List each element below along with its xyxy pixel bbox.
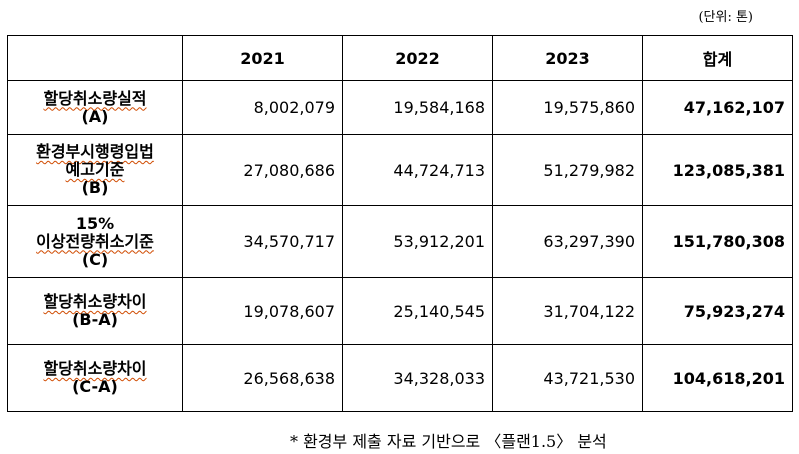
cell-2023: 51,279,982 — [492, 134, 643, 206]
cell-2023: 19,575,860 — [492, 80, 643, 135]
cell-2023: 43,721,530 — [492, 344, 643, 412]
cell-total: 123,085,381 — [642, 134, 793, 206]
header-empty — [7, 35, 183, 81]
cell-2022: 34,328,033 — [342, 344, 493, 412]
row-label-line3: (C) — [81, 249, 109, 269]
row-label-line1: 할당취소량차이 — [43, 359, 147, 378]
cell-2021: 27,080,686 — [182, 134, 343, 206]
cell-total: 104,618,201 — [642, 344, 793, 412]
table-row: 할당취소량차이 (C-A) 26,568,638 34,328,033 43,7… — [7, 344, 793, 412]
row-label: 15% 이상전량취소기준 (C) — [7, 205, 183, 278]
cell-2023: 63,297,390 — [492, 205, 643, 278]
row-label-line2: (B-A) — [72, 310, 118, 329]
header-row: 2021 2022 2023 합계 — [7, 35, 793, 81]
cell-2022: 44,724,713 — [342, 134, 493, 206]
cell-2021: 26,568,638 — [182, 344, 343, 412]
header-2022: 2022 — [342, 35, 493, 81]
cell-2021: 34,570,717 — [182, 205, 343, 278]
row-label: 할당취소량실적 (A) — [7, 80, 183, 135]
row-label-line2: 예고기준 — [65, 160, 125, 179]
cell-2021: 8,002,079 — [182, 80, 343, 135]
cell-total: 75,923,274 — [642, 277, 793, 345]
header-2021: 2021 — [182, 35, 343, 81]
table-row: 환경부시행령입법 예고기준 (B) 27,080,686 44,724,713 … — [7, 134, 793, 206]
row-label-line2: (A) — [81, 106, 109, 126]
row-label: 할당취소량차이 (B-A) — [7, 277, 183, 345]
cell-2023: 31,704,122 — [492, 277, 643, 345]
row-label-line1: 할당취소량차이 — [43, 292, 147, 311]
table-row: 할당취소량차이 (B-A) 19,078,607 25,140,545 31,7… — [7, 277, 793, 345]
row-label-line3: (B) — [81, 178, 109, 197]
cell-2022: 19,584,168 — [342, 80, 493, 135]
header-2023: 2023 — [492, 35, 643, 81]
header-total: 합계 — [642, 35, 793, 81]
row-label-line1: 15% — [75, 213, 115, 233]
cell-2022: 25,140,545 — [342, 277, 493, 345]
cell-2021: 19,078,607 — [182, 277, 343, 345]
row-label-line2: (C-A) — [72, 377, 118, 396]
cell-2022: 53,912,201 — [342, 205, 493, 278]
row-label: 환경부시행령입법 예고기준 (B) — [7, 134, 183, 206]
row-label-line1: 환경부시행령입법 — [36, 142, 154, 161]
cell-total: 151,780,308 — [642, 205, 793, 278]
table-row: 할당취소량실적 (A) 8,002,079 19,584,168 19,575,… — [7, 80, 793, 135]
row-label-line1: 할당취소량실적 — [43, 88, 147, 108]
row-label-line2: 이상전량취소기준 — [36, 231, 154, 251]
table-row: 15% 이상전량취소기준 (C) 34,570,717 53,912,201 6… — [7, 205, 793, 278]
unit-note: (단위: 톤) — [698, 10, 753, 25]
row-label: 할당취소량차이 (C-A) — [7, 344, 183, 412]
cell-total: 47,162,107 — [642, 80, 793, 135]
emissions-table: 2021 2022 2023 합계 할당취소량실적 (A) 8,002,079 … — [7, 35, 793, 412]
source-note: * 환경부 제출 자료 기반으로 〈플랜1.5〉 분석 — [290, 432, 607, 451]
